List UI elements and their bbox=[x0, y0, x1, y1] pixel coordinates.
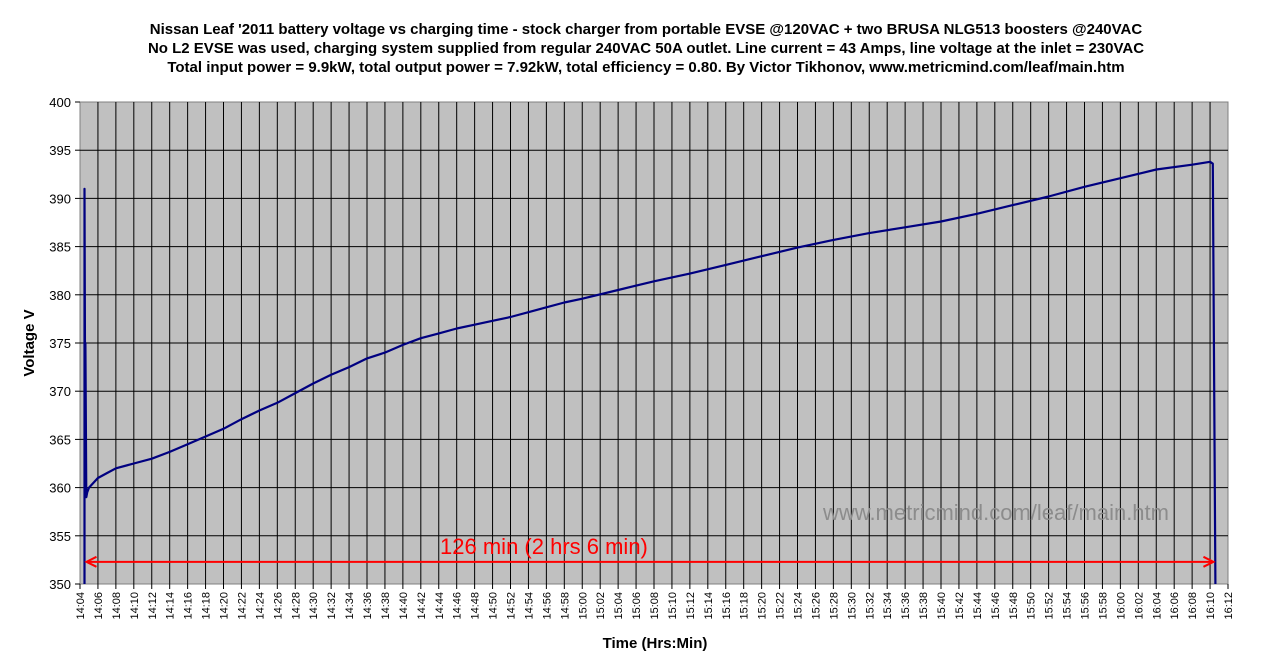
x-tick-label: 15:56 bbox=[1080, 592, 1092, 620]
x-tick-label: 14:14 bbox=[165, 592, 177, 620]
y-tick-label: 390 bbox=[49, 191, 71, 206]
x-tick-label: 15:14 bbox=[703, 592, 715, 620]
chart-title: Nissan Leaf '2011 battery voltage vs cha… bbox=[148, 21, 1144, 76]
x-tick-label: 14:56 bbox=[541, 592, 553, 620]
x-tick-label: 14:40 bbox=[398, 592, 410, 620]
y-tick-label: 400 bbox=[49, 95, 71, 110]
x-tick-label: 15:38 bbox=[918, 592, 930, 620]
x-tick-label: 14:16 bbox=[183, 592, 195, 620]
x-tick-label: 15:50 bbox=[1026, 592, 1038, 620]
y-tick-label: 395 bbox=[49, 143, 71, 158]
x-tick-label: 14:10 bbox=[129, 592, 141, 620]
x-tick-label: 14:44 bbox=[434, 592, 446, 620]
y-tick-label: 370 bbox=[49, 384, 71, 399]
duration-arrow-head-right bbox=[1202, 555, 1216, 568]
x-tick-label: 15:26 bbox=[810, 592, 822, 620]
x-tick-label: 15:30 bbox=[846, 592, 858, 620]
x-tick-label: 15:40 bbox=[936, 592, 948, 620]
x-tick-label: 15:32 bbox=[864, 592, 876, 620]
x-tick-label: 14:06 bbox=[93, 592, 105, 620]
x-tick-label: 14:52 bbox=[506, 592, 518, 620]
series-line bbox=[83, 160, 1217, 585]
x-tick-label: 15:42 bbox=[954, 592, 966, 620]
x-tick-label: 14:36 bbox=[362, 592, 374, 620]
x-axis-label: Time (Hrs:Min) bbox=[603, 635, 708, 652]
x-tick-label: 15:06 bbox=[631, 592, 643, 620]
x-axis: 14:04 14:06 14:08 14:10 14:12 14:14 14:16 14:18… bbox=[75, 584, 1235, 620]
x-tick-label: 16:12 bbox=[1223, 592, 1235, 620]
x-tick-label: 15:54 bbox=[1062, 592, 1074, 620]
x-tick-label: 16:06 bbox=[1169, 592, 1181, 620]
duration-label: 126 min (2 hrs 6 min) bbox=[440, 534, 648, 559]
x-tick-label: 15:36 bbox=[900, 592, 912, 620]
x-tick-label: 14:28 bbox=[290, 592, 302, 620]
y-tick-label: 380 bbox=[49, 288, 71, 303]
series-group bbox=[83, 160, 1217, 585]
title-line: No L2 EVSE was used, charging system sup… bbox=[148, 40, 1144, 57]
watermark: www.metricmind.com/leaf/main.htm bbox=[822, 500, 1169, 525]
x-tick-label: 15:34 bbox=[882, 592, 894, 620]
x-tick-label: 14:50 bbox=[488, 592, 500, 620]
x-tick-label: 15:02 bbox=[595, 592, 607, 620]
x-tick-label: 15:04 bbox=[613, 592, 625, 620]
x-tick-label: 15:28 bbox=[828, 592, 840, 620]
y-tick-label: 375 bbox=[49, 336, 71, 351]
x-tick-label: 14:30 bbox=[308, 592, 320, 620]
grid bbox=[80, 102, 1228, 584]
x-tick-label: 15:16 bbox=[721, 592, 733, 620]
y-tick-label: 350 bbox=[49, 577, 71, 592]
x-tick-label: 16:10 bbox=[1205, 592, 1217, 620]
x-tick-label: 14:24 bbox=[254, 592, 266, 620]
y-axis-label: Voltage V bbox=[21, 309, 38, 376]
x-tick-label: 15:18 bbox=[739, 592, 751, 620]
x-tick-label: 15:10 bbox=[667, 592, 679, 620]
x-tick-label: 14:04 bbox=[75, 592, 87, 620]
x-tick-label: 14:22 bbox=[236, 592, 248, 620]
x-tick-label: 16:02 bbox=[1133, 592, 1145, 620]
duration-annotation: 126 min (2 hrs 6 min) bbox=[84, 534, 1216, 568]
x-tick-label: 14:42 bbox=[416, 592, 428, 620]
x-tick-label: 15:46 bbox=[990, 592, 1002, 620]
x-tick-label: 16:00 bbox=[1115, 592, 1127, 620]
x-tick-label: 15:12 bbox=[685, 592, 697, 620]
x-tick-label: 14:58 bbox=[559, 592, 571, 620]
x-tick-label: 14:26 bbox=[272, 592, 284, 620]
x-tick-label: 14:46 bbox=[452, 592, 464, 620]
x-tick-label: 15:22 bbox=[775, 592, 787, 620]
x-tick-label: 15:24 bbox=[793, 592, 805, 620]
title-line: Total input power = 9.9kW, total output … bbox=[167, 59, 1124, 76]
x-tick-label: 15:48 bbox=[1008, 592, 1020, 620]
x-tick-label: 14:20 bbox=[219, 592, 231, 620]
x-tick-label: 14:48 bbox=[470, 592, 482, 620]
y-tick-label: 365 bbox=[49, 432, 71, 447]
y-tick-label: 360 bbox=[49, 481, 71, 496]
x-tick-label: 15:00 bbox=[577, 592, 589, 620]
y-tick-label: 385 bbox=[49, 240, 71, 255]
x-tick-label: 15:08 bbox=[649, 592, 661, 620]
y-axis: 350 355 360 365 370 375 380 385 390 395 400 bbox=[49, 95, 80, 592]
x-tick-label: 15:44 bbox=[972, 592, 984, 620]
x-tick-label: 14:34 bbox=[344, 592, 356, 620]
x-tick-label: 15:52 bbox=[1044, 592, 1056, 620]
x-tick-label: 14:08 bbox=[111, 592, 123, 620]
x-tick-label: 16:08 bbox=[1187, 592, 1199, 620]
x-tick-label: 15:20 bbox=[757, 592, 769, 620]
y-tick-label: 355 bbox=[49, 529, 71, 544]
x-tick-label: 14:38 bbox=[380, 592, 392, 620]
x-tick-label: 16:04 bbox=[1151, 592, 1163, 620]
x-tick-label: 14:32 bbox=[326, 592, 338, 620]
duration-arrow-head-left bbox=[84, 555, 97, 568]
x-tick-label: 14:12 bbox=[147, 592, 159, 620]
x-tick-label: 15:58 bbox=[1097, 592, 1109, 620]
title-line: Nissan Leaf '2011 battery voltage vs cha… bbox=[150, 21, 1143, 38]
x-tick-label: 14:54 bbox=[523, 592, 535, 620]
x-tick-label: 14:18 bbox=[201, 592, 213, 620]
